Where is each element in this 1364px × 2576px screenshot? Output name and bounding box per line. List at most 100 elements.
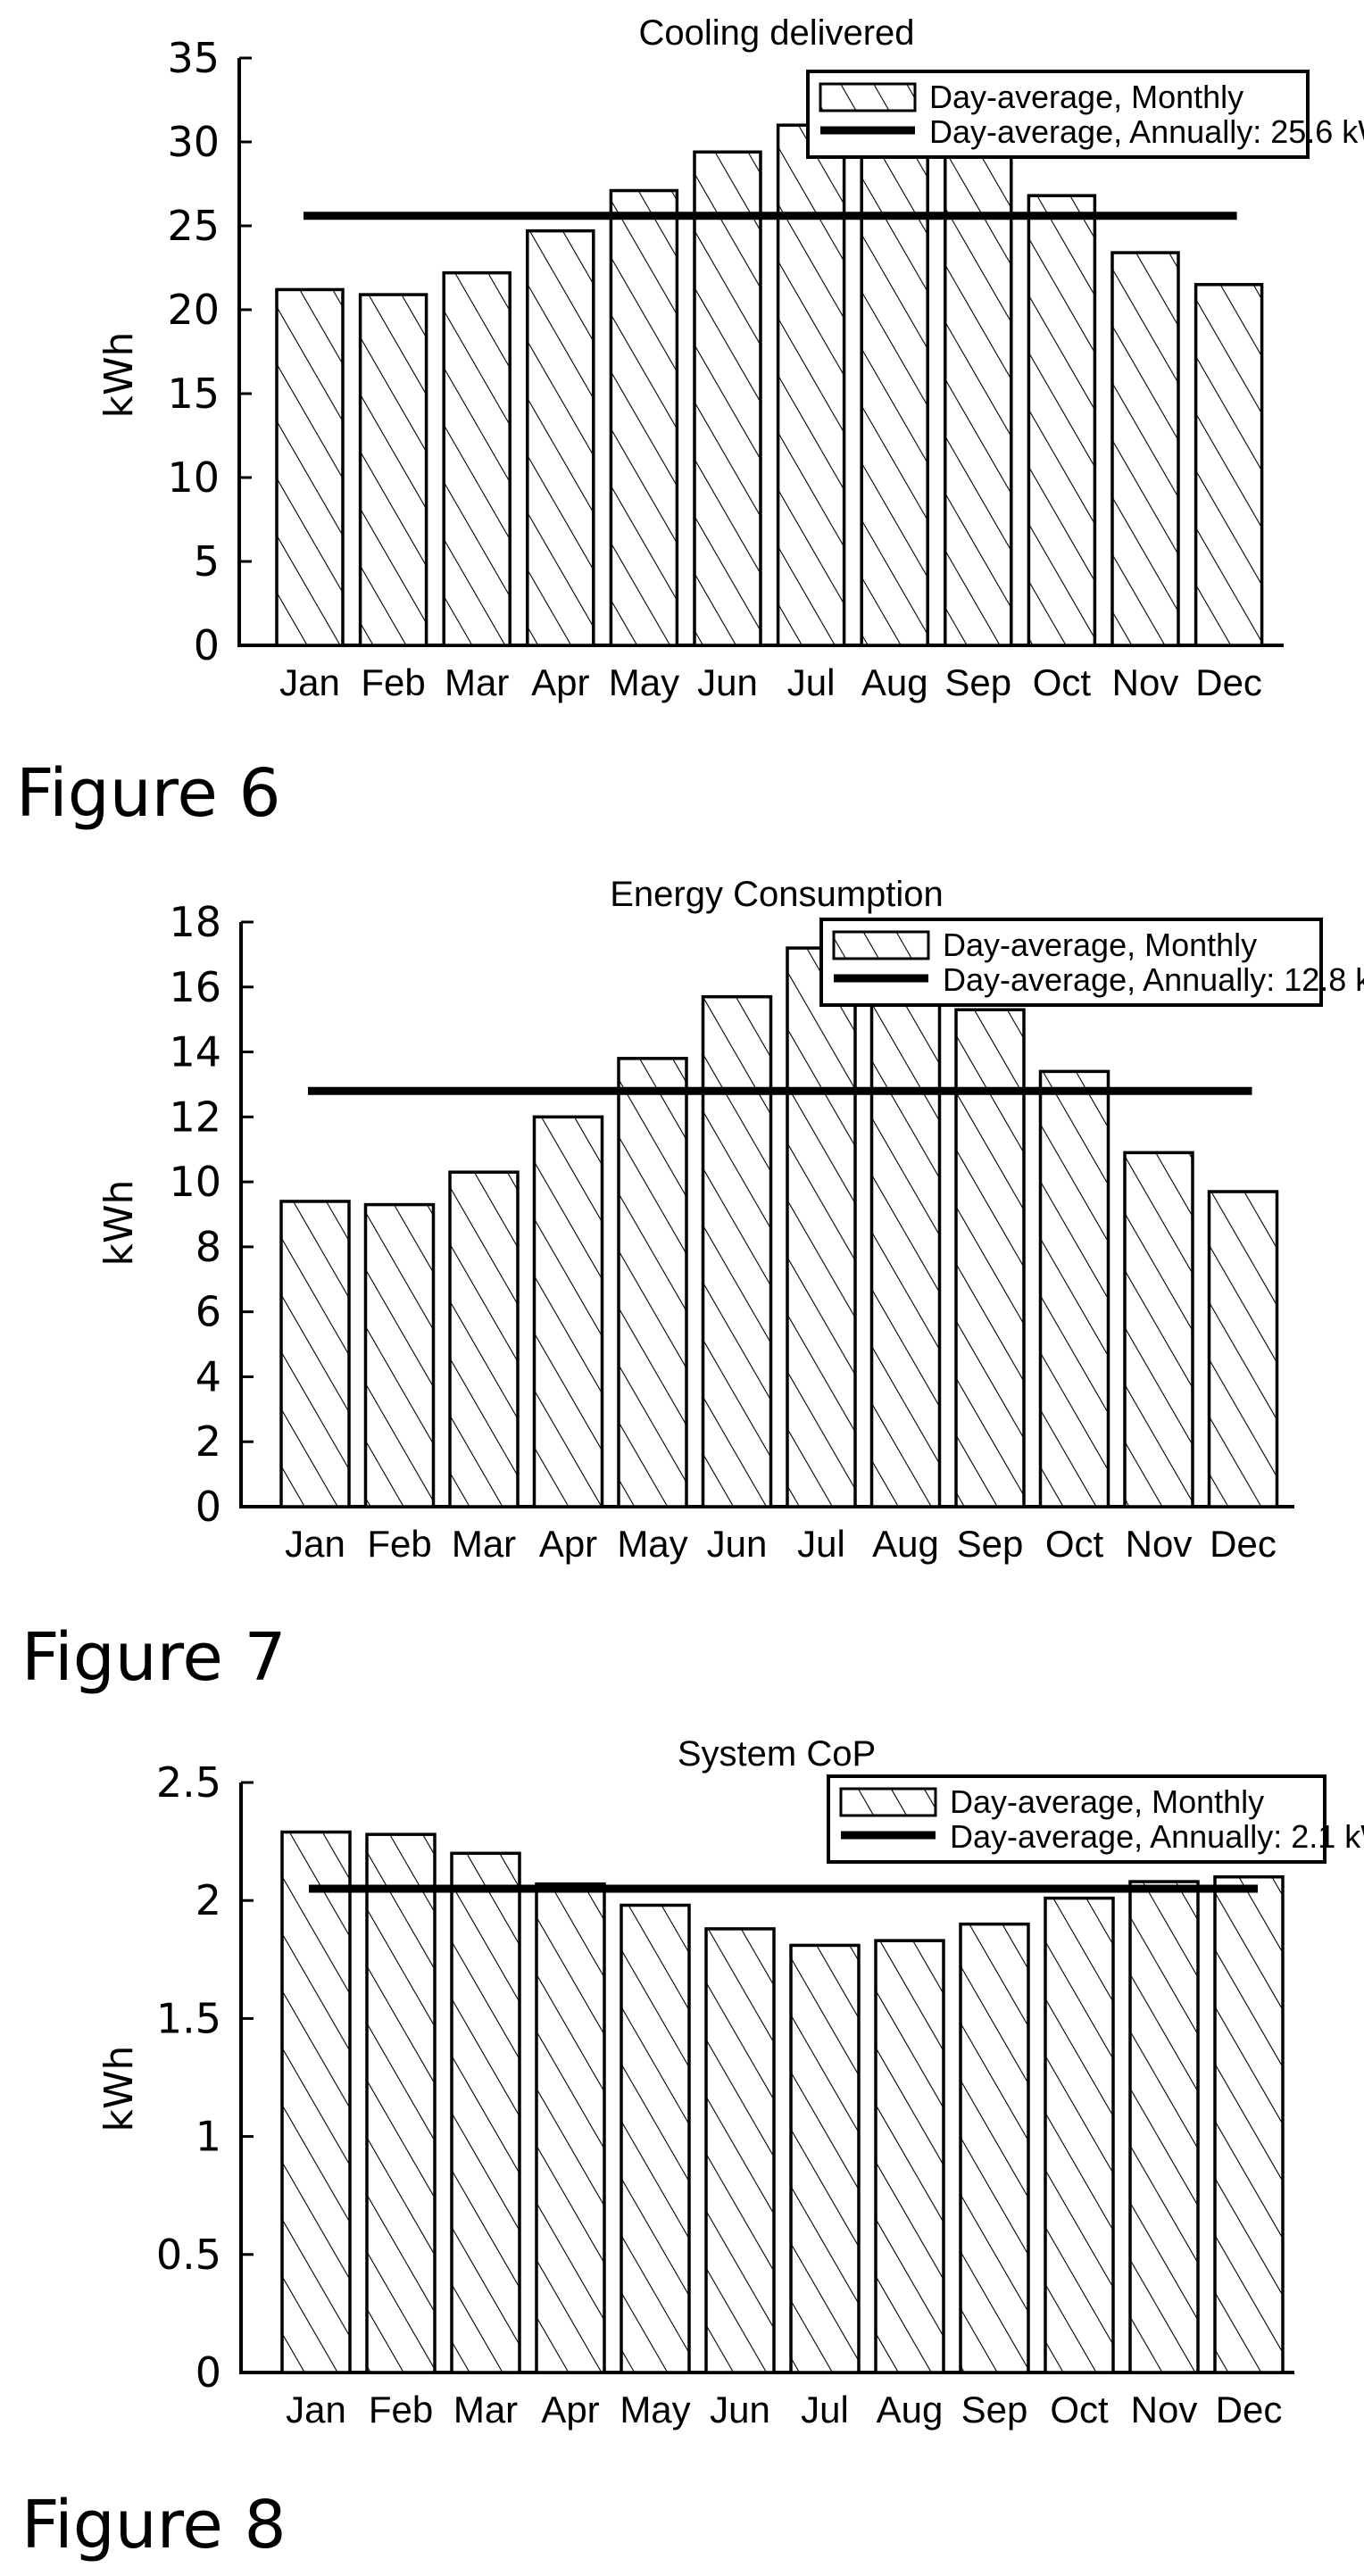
x-tick-label: Jun: [697, 661, 758, 703]
figure-8-panel: System CoP kWh 0 0.5 1 1.5 2 2.5 Jan Feb Mar Apr May…: [0, 1732, 1364, 2576]
y-tick-label: 18: [169, 898, 221, 946]
bar-mar: [442, 270, 512, 647]
x-tick-label: Jul: [801, 2389, 849, 2431]
x-tick-label: Apr: [541, 2389, 599, 2431]
y-tick-label: 4: [195, 1352, 221, 1400]
x-tick-label: Dec: [1216, 2389, 1283, 2431]
y-tick-label: 0: [195, 2348, 221, 2397]
legend-label-annual: Day-average, Annually: 2.1 kWh: [950, 1818, 1364, 1855]
figure-6-chart: Cooling delivered kWh 0 5 10 15 20 25 30 35 Jan Feb…: [96, 13, 1364, 703]
bar-jun: [693, 150, 762, 647]
x-tick-label: Mar: [452, 1523, 516, 1565]
y-tick-label: 2: [195, 1417, 221, 1466]
bar-oct: [1038, 1069, 1110, 1508]
x-tick-label: Apr: [539, 1523, 597, 1565]
x-tick-label: Mar: [445, 661, 509, 703]
y-tick-label: 1.5: [156, 1994, 221, 2042]
legend-swatch-monthly: [839, 1787, 937, 1817]
bar-dec: [1213, 1875, 1285, 2374]
x-tick-label: Apr: [531, 661, 589, 703]
x-tick-label: May: [617, 1523, 687, 1565]
legend-label-annual: Day-average, Annually: 12.8 kWh: [943, 961, 1364, 998]
bar-jan: [280, 1830, 352, 2374]
y-axis-label: kWh: [96, 2046, 142, 2132]
x-tick-label: Jan: [279, 661, 340, 703]
y-tick-label: 0: [195, 1483, 221, 1531]
legend-label-monthly: Day-average, Monthly: [950, 1783, 1264, 1820]
bar-dec: [1207, 1190, 1279, 1508]
x-tick-label: Oct: [1045, 1523, 1104, 1565]
bar-nov: [1128, 1880, 1200, 2374]
chart-title: System CoP: [678, 1734, 876, 1774]
legend-label-monthly: Day-average, Monthly: [929, 79, 1243, 115]
bar-sep: [954, 1008, 1026, 1508]
legend-swatch-monthly: [819, 82, 917, 112]
bar-mar: [448, 1170, 520, 1508]
x-tick-label: Oct: [1050, 2389, 1109, 2431]
bar-feb: [363, 1202, 436, 1508]
bar-feb: [365, 1832, 437, 2374]
figure-7-chart: Energy Consumption kWh 0 2 4 6 8 10 12 14 16 18 Jan F…: [96, 875, 1364, 1565]
bar-jul: [786, 946, 857, 1508]
bar-mar: [450, 1851, 521, 2374]
legend-label-monthly: Day-average, Monthly: [943, 927, 1257, 963]
bar-may: [620, 1903, 691, 2374]
x-tick-label: Jun: [707, 1523, 768, 1565]
x-tick-label: Aug: [877, 2389, 944, 2431]
x-tick-label: Nov: [1112, 661, 1179, 703]
y-tick-label: 15: [167, 370, 220, 418]
y-tick-label: 10: [167, 453, 220, 502]
bar-sep: [959, 1922, 1030, 2374]
bar-may: [617, 1057, 688, 1508]
chart-title: Cooling delivered: [638, 13, 914, 53]
x-tick-label: Jul: [797, 1523, 845, 1565]
figure-8-chart: System CoP kWh 0 0.5 1 1.5 2 2.5 Jan Feb Mar Apr May…: [96, 1734, 1364, 2431]
bar-oct: [1044, 1896, 1115, 2374]
bar-jan: [275, 287, 345, 647]
y-tick-label: 2.5: [156, 1758, 221, 1807]
y-tick-label: 0: [194, 621, 220, 669]
x-tick-label: Sep: [957, 1523, 1024, 1565]
bar-jan: [279, 1200, 351, 1508]
bar-jun: [701, 994, 773, 1508]
y-tick-label: 12: [169, 1093, 221, 1141]
bar-apr: [532, 1115, 604, 1508]
y-axis-label: kWh: [96, 1180, 142, 1267]
y-tick-label: 35: [167, 34, 220, 82]
y-tick-label: 8: [195, 1223, 221, 1271]
bar-jul: [789, 1943, 861, 2374]
figure-8-caption: Figure 8: [21, 2487, 287, 2564]
x-tick-label: Jun: [710, 2389, 770, 2431]
bar-apr: [526, 229, 595, 647]
x-tick-label: Mar: [453, 2389, 518, 2431]
x-tick-label: Aug: [872, 1523, 939, 1565]
x-tick-label: Dec: [1195, 661, 1262, 703]
x-tick-label: Nov: [1131, 2389, 1198, 2431]
x-tick-label: Feb: [369, 2389, 433, 2431]
x-tick-label: Sep: [944, 661, 1011, 703]
x-tick-label: Sep: [961, 2389, 1028, 2431]
y-tick-label: 30: [167, 118, 220, 166]
y-tick-label: 0.5: [156, 2231, 221, 2279]
bar-aug: [874, 1939, 945, 2374]
bar-dec: [1194, 283, 1264, 647]
figure-6-caption: Figure 6: [16, 755, 281, 832]
y-tick-label: 25: [167, 202, 220, 250]
bar-aug: [869, 978, 942, 1508]
x-tick-label: Jul: [787, 661, 836, 703]
bar-jun: [704, 1927, 776, 2374]
y-tick-label: 5: [194, 537, 220, 586]
y-tick-label: 6: [195, 1288, 221, 1336]
x-tick-label: Jan: [286, 2389, 346, 2431]
bar-apr: [535, 1882, 606, 2374]
figure-6-panel: Cooling delivered kWh 0 5 10 15 20 25 30 35 Jan Feb…: [0, 0, 1364, 857]
bar-nov: [1123, 1151, 1194, 1508]
legend-swatch-monthly: [832, 930, 930, 960]
y-tick-label: 2: [195, 1876, 221, 1924]
bar-aug: [860, 127, 929, 647]
x-tick-label: Oct: [1033, 661, 1092, 703]
y-tick-label: 1: [195, 2113, 221, 2161]
